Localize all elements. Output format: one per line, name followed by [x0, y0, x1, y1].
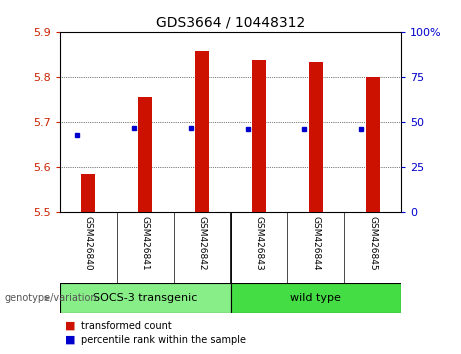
Bar — [138, 97, 152, 212]
Text: ■: ■ — [65, 321, 75, 331]
Bar — [81, 174, 95, 212]
Bar — [230, 283, 401, 313]
Text: GSM426840: GSM426840 — [84, 216, 93, 270]
Text: wild type: wild type — [290, 293, 341, 303]
Text: ■: ■ — [65, 335, 75, 345]
Text: GSM426845: GSM426845 — [368, 216, 377, 270]
Bar — [195, 51, 209, 212]
Bar — [252, 60, 266, 212]
Text: GSM426842: GSM426842 — [198, 216, 207, 270]
Bar — [60, 283, 230, 313]
Text: GSM426841: GSM426841 — [141, 216, 150, 270]
Text: GSM426844: GSM426844 — [311, 216, 320, 270]
Text: GSM426843: GSM426843 — [254, 216, 263, 270]
Title: GDS3664 / 10448312: GDS3664 / 10448312 — [156, 15, 305, 29]
Text: SOCS-3 transgenic: SOCS-3 transgenic — [93, 293, 197, 303]
Text: percentile rank within the sample: percentile rank within the sample — [81, 335, 246, 345]
Bar — [366, 77, 380, 212]
Bar — [309, 62, 323, 212]
Text: transformed count: transformed count — [81, 321, 171, 331]
Text: genotype/variation: genotype/variation — [5, 293, 97, 303]
